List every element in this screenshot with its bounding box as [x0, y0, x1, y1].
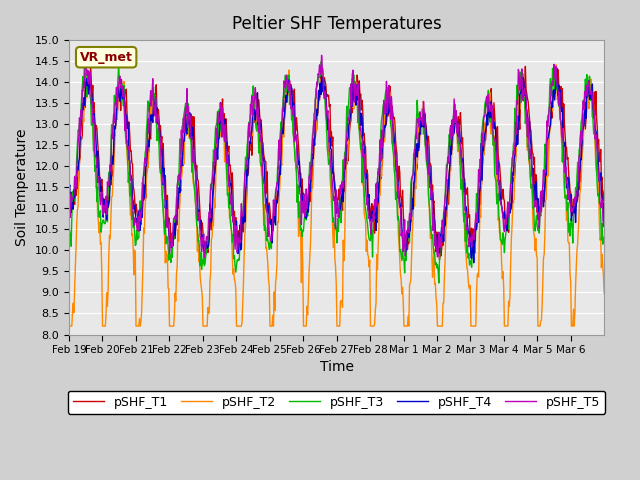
pSHF_T4	[273, 200, 281, 206]
pSHF_T4	[422, 123, 429, 129]
pSHF_T3	[253, 128, 260, 134]
pSHF_T3	[317, 59, 324, 65]
Line: pSHF_T3: pSHF_T3	[69, 62, 604, 283]
pSHF_T2	[392, 161, 399, 167]
Text: VR_met: VR_met	[80, 51, 132, 64]
pSHF_T2	[253, 128, 260, 133]
pSHF_T1	[436, 257, 444, 263]
pSHF_T1	[600, 188, 608, 194]
pSHF_T1	[253, 90, 261, 96]
pSHF_T5	[253, 119, 261, 124]
pSHF_T3	[392, 189, 400, 195]
Line: pSHF_T2: pSHF_T2	[69, 65, 604, 326]
pSHF_T1	[129, 161, 136, 167]
pSHF_T2	[128, 233, 136, 239]
pSHF_T4	[553, 65, 561, 71]
pSHF_T2	[422, 144, 429, 150]
pSHF_T3	[422, 158, 430, 164]
pSHF_T3	[227, 218, 234, 224]
pSHF_T4	[253, 108, 260, 114]
pSHF_T1	[422, 125, 430, 131]
pSHF_T2	[273, 261, 281, 266]
pSHF_T5	[65, 206, 73, 212]
Line: pSHF_T4: pSHF_T4	[69, 68, 604, 263]
Title: Peltier SHF Temperatures: Peltier SHF Temperatures	[232, 15, 442, 33]
Legend: pSHF_T1, pSHF_T2, pSHF_T3, pSHF_T4, pSHF_T5: pSHF_T1, pSHF_T2, pSHF_T3, pSHF_T4, pSHF…	[68, 391, 605, 414]
pSHF_T4	[128, 177, 136, 183]
pSHF_T3	[435, 280, 443, 286]
pSHF_T3	[128, 216, 136, 222]
pSHF_T5	[423, 157, 431, 163]
pSHF_T3	[600, 234, 608, 240]
pSHF_T4	[227, 182, 234, 188]
Y-axis label: Soil Temperature: Soil Temperature	[15, 129, 29, 246]
pSHF_T2	[65, 323, 73, 329]
pSHF_T2	[600, 290, 608, 296]
pSHF_T5	[227, 192, 235, 197]
pSHF_T1	[227, 172, 235, 178]
Line: pSHF_T1: pSHF_T1	[69, 65, 604, 260]
pSHF_T2	[552, 62, 560, 68]
X-axis label: Time: Time	[319, 360, 354, 374]
pSHF_T4	[65, 188, 73, 193]
pSHF_T1	[274, 189, 282, 194]
pSHF_T5	[274, 180, 282, 186]
pSHF_T4	[470, 260, 477, 265]
pSHF_T1	[392, 146, 400, 152]
pSHF_T5	[600, 221, 608, 227]
pSHF_T1	[87, 62, 95, 68]
pSHF_T3	[65, 221, 73, 227]
pSHF_T1	[65, 188, 73, 194]
pSHF_T2	[227, 215, 234, 221]
pSHF_T5	[128, 192, 136, 198]
pSHF_T3	[273, 182, 281, 188]
pSHF_T4	[600, 201, 608, 206]
pSHF_T5	[318, 52, 326, 58]
pSHF_T5	[200, 254, 208, 260]
Line: pSHF_T5: pSHF_T5	[69, 55, 604, 257]
pSHF_T4	[392, 149, 399, 155]
pSHF_T5	[393, 170, 401, 176]
